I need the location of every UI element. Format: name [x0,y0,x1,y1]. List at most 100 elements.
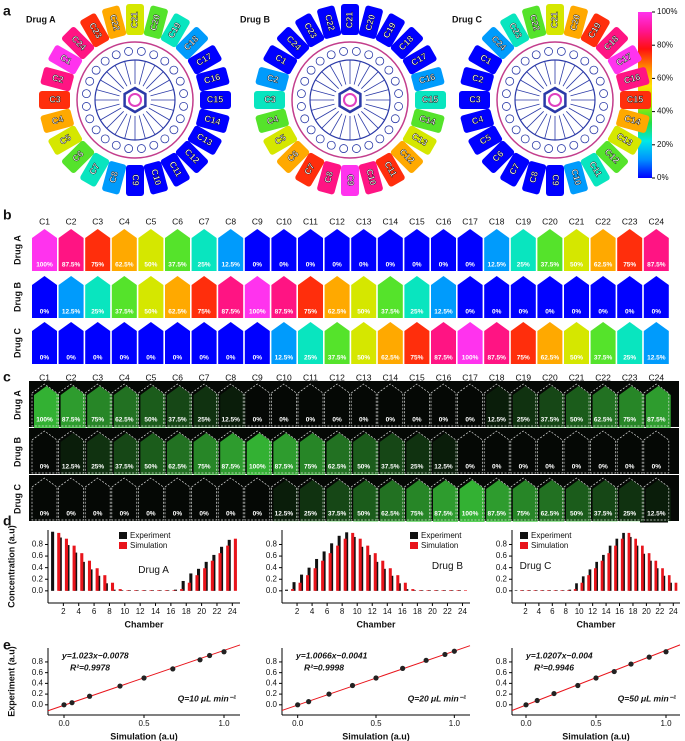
y-tick-label: 0.8 [32,657,44,666]
chamber-tag: C23 [500,13,530,48]
panel-label: e [3,637,11,653]
inlet-hub [338,86,362,114]
chamber-outline [297,383,324,427]
chamber-tag-label: C4 [51,114,65,127]
concentration-label: 0% [66,355,76,362]
channel [142,65,156,87]
chamber-fluorescence [273,433,299,475]
bar [57,532,61,591]
concentration-label: 0% [199,355,209,362]
chamber-cell [457,229,483,271]
concentration-label: 75% [517,511,530,518]
chamber-fluorescence [379,433,405,475]
chamber-outline [31,477,58,521]
chamber-tag-body [126,4,144,35]
bar [520,590,523,591]
mixer [100,56,110,66]
y-tick-label: 0.8 [266,540,278,549]
channel [124,115,132,139]
bar [411,589,415,591]
bar [403,582,407,591]
chamber-cell [537,276,563,318]
chamber-outline [350,430,377,474]
chamber-tag: C20 [563,5,588,39]
chamber-cell [85,276,111,318]
column-header: C14 [383,372,399,382]
chamber-cell [324,276,350,318]
chamber-tag-label: C8 [527,170,540,184]
concentration-label: 50% [357,464,370,471]
x-tick-label: 2 [295,607,300,616]
point [61,702,67,708]
mixer [394,89,403,98]
concentration-label: 87.5% [221,309,240,316]
chamber-tag: C9 [341,165,359,196]
chamber-tag-body [200,91,231,109]
concentration-label: 37.5% [115,309,134,316]
bar [298,582,302,591]
column-header: C20 [542,216,558,226]
bar [195,575,199,591]
concentration-label: 0% [386,262,396,269]
chamber-outline [643,383,670,427]
bar [189,573,193,591]
chamber-tag-label: C20 [568,13,582,32]
chamber-tag-body [160,152,190,187]
concentration-label: 0% [492,464,502,471]
column-header: C21 [569,372,585,382]
column-header: C5 [145,372,156,382]
column-header: C8 [225,216,236,226]
chamber-outline [244,383,271,427]
bar [607,553,611,591]
column-header: C2 [66,372,77,382]
chamber-cell [191,229,217,271]
x-tick-label: 12 [588,607,597,616]
mixer [306,65,316,75]
concentration-label: 0% [412,262,422,269]
chamber-cell [191,322,217,364]
y-tick-label: 0.2 [32,574,44,583]
concentration-label: 25% [304,511,317,518]
chamber-tag-label: C15 [207,94,224,104]
point [593,675,599,681]
chamber-tag-body [375,152,405,187]
chamber-tag-body [254,91,285,109]
chamber-tag: C8 [522,161,547,195]
concentration-label: 37.5% [328,511,347,518]
fit-annotation: Q=50 μL min⁻¹ [618,693,677,703]
x-tick-label: 8 [564,607,569,616]
chamber-tag-body [295,152,325,187]
column-header: C18 [489,216,505,226]
mixer [544,144,554,153]
column-header: C7 [199,372,210,382]
channel [114,65,128,87]
y-tick-label: 0.6 [266,668,278,677]
chamber-cell [58,229,84,271]
x-tick-label: 18 [182,607,191,616]
channel [520,79,542,93]
chamber-tag-body [276,26,310,60]
chamber-outline [324,430,350,474]
bar [157,590,161,591]
mixer [375,56,385,66]
chamber-tag: C8 [317,161,342,195]
bar [292,582,296,591]
chamber-fluorescence [60,433,86,475]
chamber-tag-body [263,125,298,155]
x-axis-label: Simulation (a.u) [562,731,630,741]
channel [138,115,146,139]
channel [148,107,170,121]
chamber-cell [617,229,643,271]
concentration-label: 12.5% [221,417,240,424]
chamber-tag-body [196,67,230,92]
chamber-tag-body [80,13,110,48]
chamber-cell [643,276,669,318]
legend-label: Experiment [421,531,462,540]
chamber-cell [85,322,111,364]
concentration-label: 12.5% [62,464,81,471]
chamber-outline [430,383,457,427]
concentration-label: 37.5% [381,464,400,471]
panel-label: c [3,369,11,385]
legend-label: Simulation [421,541,458,550]
concentration-label: 0% [306,417,316,424]
